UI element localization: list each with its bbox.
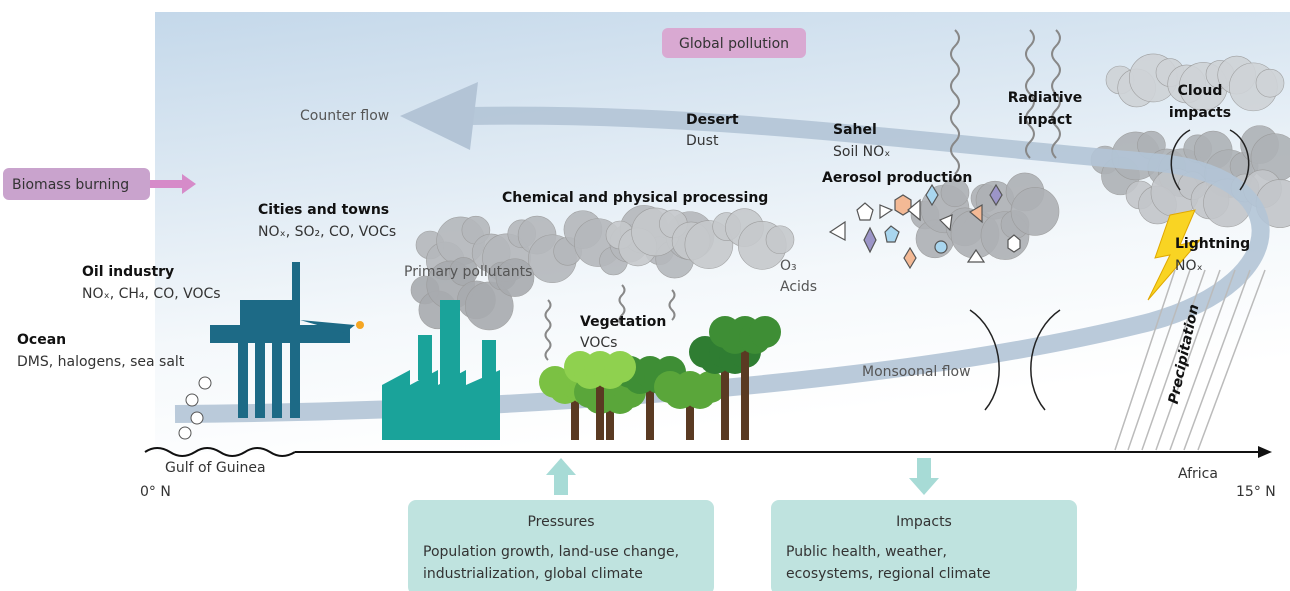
trunk	[606, 400, 614, 440]
cloud-puff	[1010, 187, 1060, 236]
source-detail: NOₓ	[1175, 258, 1203, 274]
impacts-box	[771, 500, 1077, 591]
trunk	[741, 340, 749, 440]
leaves	[749, 316, 781, 348]
cloud-puff	[1255, 68, 1285, 98]
flow-arrowhead	[400, 82, 478, 150]
trees	[539, 316, 781, 440]
source-name: Oil industry	[82, 264, 174, 280]
cloud-puff	[495, 258, 535, 297]
banner-box	[662, 28, 806, 58]
source-name: Desert	[686, 112, 739, 128]
process-label: Radiative	[1008, 90, 1083, 106]
biomass-arrow	[150, 174, 196, 194]
box-line: industrialization, global climate	[423, 566, 643, 582]
box-line: ecosystems, regional climate	[786, 566, 991, 582]
source-name: Ocean	[17, 332, 66, 348]
axis-start: 0° N	[140, 484, 171, 500]
precipitation	[1114, 269, 1266, 451]
leaves	[604, 351, 636, 383]
trunk	[646, 380, 654, 440]
aerosols	[828, 183, 1021, 270]
box-title: Impacts	[896, 514, 952, 530]
convection	[969, 129, 1250, 411]
cloud-puff	[449, 257, 478, 286]
oil-rig	[210, 262, 364, 418]
process-label: O₃	[780, 258, 797, 274]
source-detail: Soil NOₓ	[833, 144, 890, 160]
source-detail: DMS, halogens, sea salt	[17, 354, 185, 370]
process-label: Aerosol production	[822, 170, 972, 186]
bubbles	[178, 376, 212, 440]
box-title: Pressures	[527, 514, 594, 530]
biomass-label: Biomass burning	[12, 177, 129, 193]
coast	[144, 447, 296, 457]
leaves	[694, 371, 726, 403]
banner: Global pollution	[679, 36, 789, 52]
source-detail: NOₓ, CH₄, CO, VOCs	[82, 286, 221, 302]
source-detail: VOCs	[580, 335, 617, 351]
process-label: Acids	[780, 279, 817, 295]
trunk	[686, 395, 694, 440]
source-detail: Dust	[686, 133, 719, 149]
place-label: Gulf of Guinea	[165, 460, 266, 476]
source-name: Cities and towns	[258, 202, 389, 218]
trunk	[596, 375, 604, 440]
process-label: Chemical and physical processing	[502, 190, 768, 206]
impacts-arrow	[909, 458, 939, 495]
process-label: Cloud	[1178, 83, 1223, 99]
pressures-box	[408, 500, 714, 591]
trunk	[571, 390, 579, 440]
source-detail: NOₓ, SO₂, CO, VOCs	[258, 224, 396, 240]
cloud-puff	[765, 225, 795, 255]
factory	[382, 300, 500, 440]
biomass-box	[3, 168, 150, 200]
pressures-arrow	[546, 458, 576, 495]
source-name: Sahel	[833, 122, 877, 138]
box-line: Public health, weather,	[786, 544, 947, 560]
counter-flow: Counter flow	[300, 108, 389, 124]
source-name: Lightning	[1175, 236, 1250, 252]
cloud-puff	[940, 178, 970, 208]
lightning	[1147, 209, 1202, 301]
box-line: Population growth, land-use change,	[423, 544, 679, 560]
axis-arrow	[1258, 446, 1272, 458]
radiation	[544, 29, 1061, 361]
process-label: Primary pollutants	[404, 264, 532, 280]
trunk	[721, 360, 729, 440]
monsoonal-flow: Monsoonal flow	[862, 364, 971, 380]
process-label: impacts	[1169, 105, 1231, 121]
place-label: Africa	[1178, 466, 1218, 482]
source-name: Vegetation	[580, 314, 666, 330]
process-label: impact	[1018, 112, 1072, 128]
axis-end: 15° N	[1236, 484, 1276, 500]
